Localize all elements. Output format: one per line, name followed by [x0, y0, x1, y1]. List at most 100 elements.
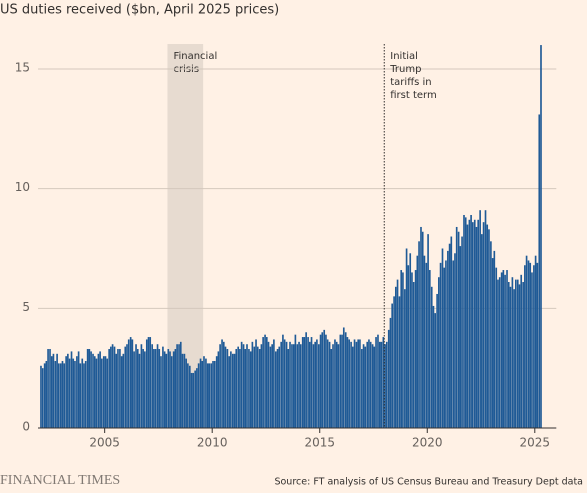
bar: [384, 344, 386, 428]
bar: [418, 241, 420, 428]
bar: [461, 236, 463, 428]
bar: [248, 349, 250, 428]
bar: [127, 339, 130, 428]
bar: [425, 262, 428, 428]
bar: [289, 341, 291, 428]
bar: [185, 358, 187, 428]
bar: [342, 327, 345, 428]
bar: [482, 222, 485, 428]
bar: [86, 349, 89, 428]
bar: [76, 356, 78, 428]
bar: [156, 344, 159, 428]
bar: [411, 272, 413, 428]
bar: [222, 341, 225, 428]
annotation: tariffs in: [390, 77, 431, 88]
bar: [59, 363, 62, 428]
bar: [72, 358, 75, 428]
bar: [291, 344, 293, 428]
bar: [138, 353, 141, 428]
bar: [307, 337, 309, 428]
bar: [427, 234, 429, 428]
bar: [452, 260, 455, 428]
bar: [70, 351, 73, 428]
bar: [380, 341, 383, 428]
bar: [382, 337, 385, 428]
bar: [330, 349, 333, 428]
bar: [423, 255, 426, 428]
bar: [260, 344, 263, 428]
y-tick-label: 0: [22, 420, 30, 434]
bar: [420, 226, 422, 428]
bar: [504, 274, 506, 428]
bar: [308, 341, 311, 428]
bar: [258, 349, 261, 428]
bar: [61, 360, 64, 428]
bar: [316, 339, 318, 428]
bar: [262, 337, 264, 428]
bar: [249, 351, 252, 428]
bar: [312, 344, 315, 428]
bar: [41, 368, 44, 428]
bar: [321, 332, 324, 428]
bar: [287, 349, 290, 428]
bar: [206, 363, 209, 428]
bar: [93, 356, 96, 428]
bar: [377, 334, 379, 428]
y-tick-label: 5: [22, 300, 30, 314]
source-note: Source: FT analysis of US Census Bureau …: [274, 477, 583, 488]
bar: [129, 337, 132, 428]
bar: [172, 351, 175, 428]
bar: [477, 219, 480, 428]
bar: [513, 289, 515, 428]
bar: [421, 231, 424, 428]
bar: [110, 346, 112, 428]
bar: [296, 344, 299, 428]
bar: [475, 226, 478, 428]
bar: [350, 341, 352, 428]
bar: [511, 277, 514, 428]
bar: [230, 351, 232, 428]
bar: [115, 353, 118, 428]
bar: [529, 262, 532, 428]
bar: [88, 349, 91, 428]
annotation: crisis: [173, 64, 199, 75]
bar: [319, 334, 322, 428]
annotation: Initial: [390, 51, 418, 62]
bar: [471, 222, 474, 428]
bar: [533, 265, 535, 428]
bar: [285, 341, 288, 428]
bar: [404, 289, 406, 428]
bar: [364, 346, 367, 428]
bar: [197, 363, 200, 428]
bar: [371, 344, 374, 428]
bar: [353, 339, 356, 428]
bar: [269, 346, 272, 428]
bar: [468, 219, 471, 428]
bar: [497, 279, 499, 428]
bar: [522, 282, 524, 428]
bar: [160, 356, 162, 428]
bar: [253, 346, 256, 428]
bar: [239, 349, 241, 428]
bar: [199, 358, 202, 428]
bar: [486, 224, 489, 428]
bar: [74, 360, 76, 428]
bar: [310, 337, 313, 428]
x-tick-label: 2010: [197, 436, 228, 450]
bar: [135, 344, 137, 428]
bar: [430, 286, 433, 428]
annotation: Financial: [173, 51, 217, 62]
bar: [447, 250, 449, 428]
bar: [416, 255, 419, 428]
bar: [412, 282, 415, 428]
bar: [217, 351, 220, 428]
bar: [92, 353, 94, 428]
bar: [49, 349, 51, 428]
bar: [481, 234, 483, 428]
bar: [149, 337, 152, 428]
bar: [359, 339, 361, 428]
bar: [502, 270, 505, 428]
bar: [213, 360, 216, 428]
bar: [117, 349, 119, 428]
bar: [111, 344, 114, 428]
